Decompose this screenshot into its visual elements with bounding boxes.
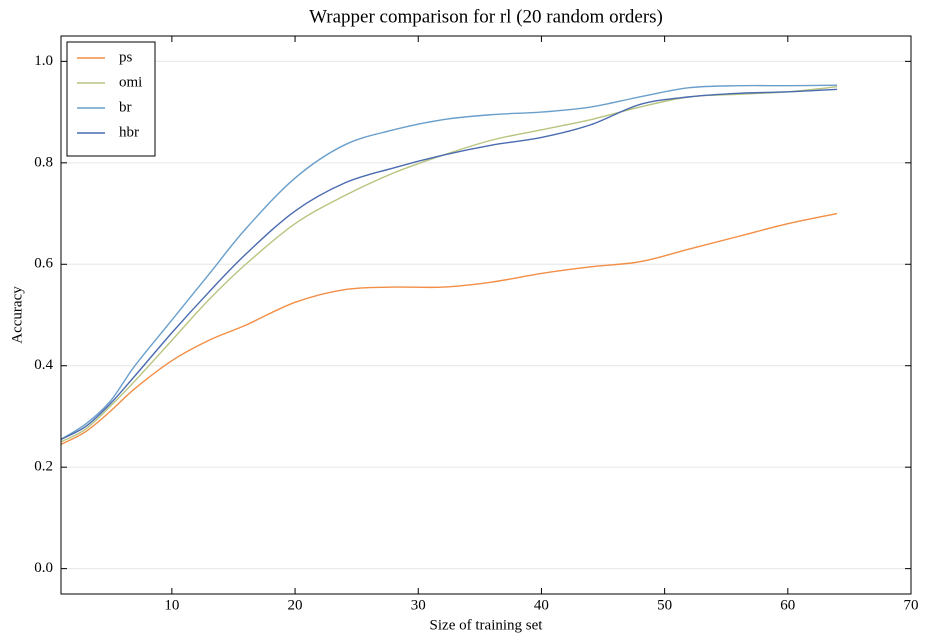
x-axis-label: Size of training set	[430, 617, 544, 633]
x-tick-label: 20	[288, 597, 303, 613]
line-series	[60, 212, 838, 445]
plot-frame	[60, 35, 912, 595]
y-tick-label: 0.6	[34, 256, 53, 272]
legend-label: ps	[119, 49, 133, 65]
x-tick-label: 40	[534, 597, 549, 613]
y-tick-label: 1.0	[34, 53, 53, 69]
x-tick-label: 10	[164, 597, 179, 613]
legend-box	[66, 41, 156, 157]
x-tick-label: 70	[904, 597, 919, 613]
legend-label: br	[119, 99, 132, 115]
line-series	[60, 88, 838, 440]
y-axis-label: Accuracy	[9, 286, 25, 344]
x-tick-label: 30	[411, 597, 426, 613]
x-tick-label: 50	[657, 597, 672, 613]
x-tick-label: 60	[780, 597, 795, 613]
y-tick-label: 0.2	[34, 459, 53, 475]
y-tick-label: 0.8	[34, 154, 53, 170]
y-tick-label: 0.4	[34, 357, 53, 373]
legend-label: omi	[119, 74, 142, 90]
chart-title: Wrapper comparison for rl (20 random ord…	[309, 6, 663, 27]
legend-label: hbr	[119, 124, 139, 140]
line-series	[60, 84, 838, 440]
y-tick-label: 0.0	[34, 560, 53, 576]
